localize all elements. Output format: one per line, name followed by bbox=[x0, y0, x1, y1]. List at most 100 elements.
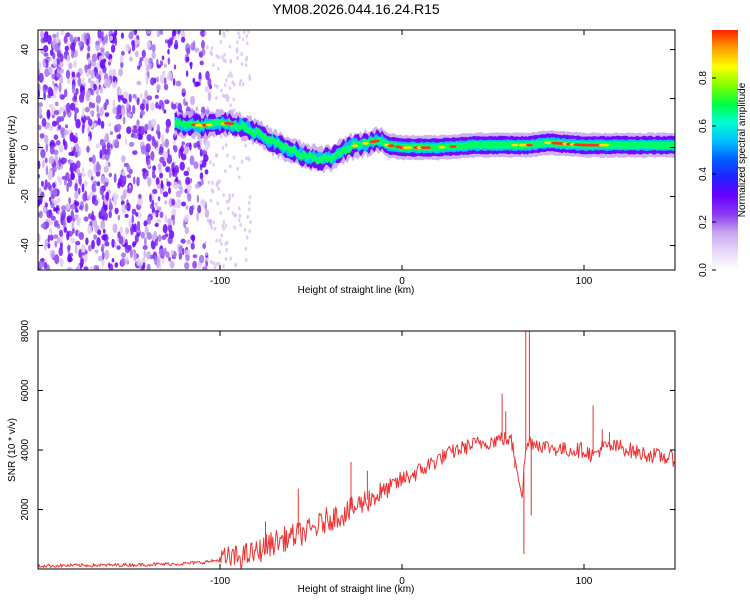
spectrogram-noise-blob bbox=[73, 36, 79, 43]
spectrogram-noise-blob bbox=[209, 260, 213, 264]
spectrogram-noise-blob bbox=[113, 173, 117, 184]
spectrogram-noise-blob bbox=[126, 126, 132, 134]
spectrogram-noise-blob bbox=[235, 47, 239, 52]
spectrogram-noise-blob bbox=[69, 34, 74, 43]
spectrogram-noise-blob bbox=[58, 246, 64, 257]
spectrogram-noise-blob bbox=[89, 110, 95, 116]
spectrogram-noise-blob bbox=[88, 157, 93, 163]
spectrogram-noise-blob bbox=[74, 208, 79, 213]
spectrogram-noise-blob bbox=[137, 65, 141, 70]
spectrogram-noise-blob bbox=[90, 266, 93, 270]
spectrogram-noise-blob bbox=[64, 124, 69, 129]
spectrogram-noise-blob bbox=[86, 194, 92, 200]
spectrogram-noise-blob bbox=[224, 169, 227, 174]
spectrogram-noise-blob bbox=[43, 45, 49, 53]
spectrogram-noise-blob bbox=[53, 206, 56, 212]
spectrogram-noise-blob bbox=[75, 160, 81, 169]
spectrogram-noise-blob bbox=[172, 30, 177, 37]
spectrogram-panel: -40 -20 0 20 40 -100 0 100 Height of straight … bbox=[7, 29, 676, 296]
spectrogram-noise-blob bbox=[87, 136, 91, 143]
spectrogram-noise-blob bbox=[204, 169, 209, 175]
spectrogram-noise-blob bbox=[70, 172, 76, 181]
spectrogram-noise-blob bbox=[179, 185, 184, 195]
spectrogram-noise-blob bbox=[45, 165, 49, 176]
spectrogram-noise-blob bbox=[38, 90, 41, 99]
spectrogram-noise-blob bbox=[158, 234, 162, 243]
spectrogram-noise-blob bbox=[102, 228, 106, 234]
spectrogram-noise-blob bbox=[131, 40, 136, 47]
spectrogram-noise-blob bbox=[229, 103, 232, 108]
spectrogram-noise-blob bbox=[156, 64, 162, 69]
spectrogram-noise-blob bbox=[190, 95, 195, 106]
spectrogram-noise-blob bbox=[189, 142, 192, 151]
spectrogram-noise-blob bbox=[222, 226, 226, 231]
spectrogram-noise-blob bbox=[117, 94, 121, 103]
spectrogram-noise-blob bbox=[134, 37, 138, 47]
spectrogram-noise-blob bbox=[53, 86, 58, 95]
spectrogram-noise-blob bbox=[89, 191, 95, 196]
spectrogram-noise-blob bbox=[136, 97, 140, 106]
spectrogram-noise-blob bbox=[178, 245, 183, 253]
spectrogram-noise-blob bbox=[89, 220, 93, 227]
spectrogram-noise-blob bbox=[118, 133, 121, 140]
spectrogram-noise-blob bbox=[220, 88, 223, 93]
spectrogram-noise-blob bbox=[95, 40, 100, 46]
spectrogram-noise-blob bbox=[67, 204, 71, 210]
spectrogram-noise-blob bbox=[65, 102, 71, 113]
spectrogram-noise-blob bbox=[175, 80, 182, 87]
spectrogram-noise-blob bbox=[184, 262, 190, 270]
spectrogram-noise-blob bbox=[59, 53, 64, 63]
spectrogram-noise-blob bbox=[68, 197, 71, 205]
spectrogram-noise-blob bbox=[165, 126, 170, 134]
spectrogram-x-tick-label: -100 bbox=[210, 276, 230, 287]
spectrogram-peak bbox=[373, 139, 380, 143]
spectrogram-noise-blob bbox=[38, 200, 42, 205]
spectrogram-noise-blob bbox=[222, 264, 225, 269]
snr-y-axis: 2000 4000 6000 8000 bbox=[20, 319, 675, 521]
spectrogram-noise-blob bbox=[224, 223, 228, 228]
spectrogram-noise-blob bbox=[122, 116, 126, 125]
spectrogram-noise-blob bbox=[146, 95, 153, 101]
spectrogram-noise-blob bbox=[200, 30, 206, 37]
spectrogram-noise-blob bbox=[183, 97, 186, 106]
spectrogram-noise-blob bbox=[114, 30, 118, 37]
spectrogram-noise-blob bbox=[111, 258, 115, 263]
spectrogram-noise-blob bbox=[99, 106, 104, 117]
spectrogram-noise-blob bbox=[131, 214, 135, 224]
spectrogram-noise-blob bbox=[48, 125, 54, 131]
spectrogram-noise-blob bbox=[154, 222, 159, 228]
spectrogram-noise-blob bbox=[221, 55, 224, 60]
spectrogram-noise-blob bbox=[136, 220, 141, 231]
spectrogram-noise-blob bbox=[66, 267, 73, 270]
spectrogram-noise-blob bbox=[159, 146, 164, 153]
spectrogram-noise-blob bbox=[105, 33, 108, 44]
spectrogram-noise-blob bbox=[117, 89, 123, 96]
spectrogram-noise-blob bbox=[63, 88, 68, 98]
spectrogram-noise-blob bbox=[248, 229, 251, 234]
spectrogram-noise-blob bbox=[190, 234, 196, 241]
spectrogram-noise-blob bbox=[157, 163, 162, 170]
spectrogram-noise-blob bbox=[78, 40, 83, 47]
spectrogram-peak bbox=[525, 143, 533, 147]
spectrogram-noise-blob bbox=[125, 226, 128, 236]
spectrogram-noise-blob bbox=[151, 135, 155, 142]
spectrogram-noise-blob bbox=[238, 206, 241, 211]
spectrogram-noise-blob bbox=[187, 193, 192, 202]
spectrogram-noise-blob bbox=[101, 251, 105, 260]
spectrogram-noise-blob bbox=[96, 181, 101, 187]
spectrogram-noise-blob bbox=[123, 175, 127, 186]
spectrogram-noise-blob bbox=[83, 216, 89, 222]
spectrogram-noise-blob bbox=[218, 238, 222, 243]
spectrogram-noise-blob bbox=[237, 175, 241, 180]
spectrogram-noise-blob bbox=[183, 144, 189, 155]
spectrogram-noise-blob bbox=[152, 165, 157, 172]
spectrogram-noise-blob bbox=[203, 154, 209, 163]
spectrogram-noise-blob bbox=[185, 249, 191, 256]
spectrogram-noise-blob bbox=[197, 205, 202, 214]
spectrogram-noise-blob bbox=[128, 31, 134, 40]
spectrogram-noise-blob bbox=[132, 150, 138, 156]
spectrogram-noise-blob bbox=[180, 145, 184, 153]
spectrogram-noise-blob bbox=[151, 212, 156, 217]
spectrogram-noise-blob bbox=[170, 249, 174, 255]
snr-y-label: SNR (10 * v/v) bbox=[7, 418, 18, 482]
